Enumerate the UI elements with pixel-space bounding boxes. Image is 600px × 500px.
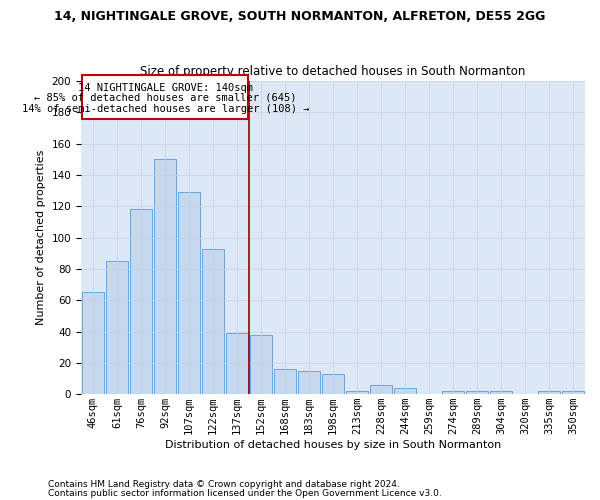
Bar <box>250 334 272 394</box>
Text: Contains public sector information licensed under the Open Government Licence v3: Contains public sector information licen… <box>48 488 442 498</box>
Bar <box>274 369 296 394</box>
Bar <box>394 388 416 394</box>
Text: ← 85% of detached houses are smaller (645): ← 85% of detached houses are smaller (64… <box>34 93 296 103</box>
Bar <box>490 391 512 394</box>
Bar <box>538 391 560 394</box>
Bar <box>370 385 392 394</box>
Bar <box>82 292 104 394</box>
Bar <box>466 391 488 394</box>
Bar <box>154 160 176 394</box>
Text: Contains HM Land Registry data © Crown copyright and database right 2024.: Contains HM Land Registry data © Crown c… <box>48 480 400 489</box>
Bar <box>562 391 584 394</box>
Bar <box>442 391 464 394</box>
Bar <box>322 374 344 394</box>
Bar <box>298 370 320 394</box>
Text: 14, NIGHTINGALE GROVE, SOUTH NORMANTON, ALFRETON, DE55 2GG: 14, NIGHTINGALE GROVE, SOUTH NORMANTON, … <box>55 10 545 23</box>
Bar <box>82 75 248 120</box>
Bar <box>178 192 200 394</box>
Bar <box>130 210 152 394</box>
Bar <box>202 248 224 394</box>
X-axis label: Distribution of detached houses by size in South Normanton: Distribution of detached houses by size … <box>165 440 501 450</box>
Text: 14 NIGHTINGALE GROVE: 140sqm: 14 NIGHTINGALE GROVE: 140sqm <box>78 82 253 92</box>
Title: Size of property relative to detached houses in South Normanton: Size of property relative to detached ho… <box>140 66 526 78</box>
Bar <box>106 261 128 394</box>
Text: 14% of semi-detached houses are larger (108) →: 14% of semi-detached houses are larger (… <box>22 104 309 114</box>
Bar <box>346 391 368 394</box>
Y-axis label: Number of detached properties: Number of detached properties <box>36 150 46 326</box>
Bar <box>226 333 248 394</box>
